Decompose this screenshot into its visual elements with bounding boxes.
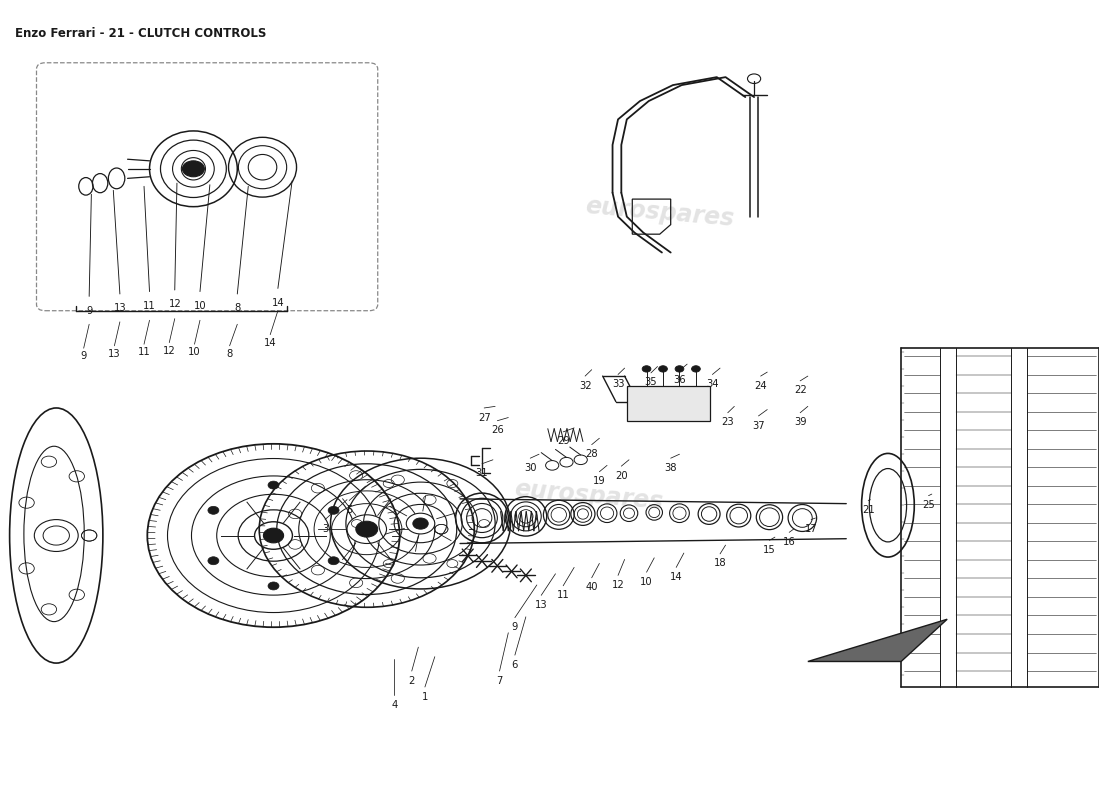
Text: 19: 19 [593,476,606,486]
Text: 17: 17 [805,524,817,534]
Circle shape [692,366,701,372]
Text: 7: 7 [496,676,503,686]
Text: 27: 27 [477,413,491,422]
Text: 15: 15 [763,545,776,555]
Text: 13: 13 [108,349,121,358]
Circle shape [328,506,339,514]
Circle shape [208,506,219,514]
Text: 36: 36 [673,375,685,385]
Text: 18: 18 [714,558,726,569]
Text: 31: 31 [475,468,488,478]
Text: 34: 34 [706,379,718,389]
Text: 35: 35 [645,378,658,387]
Text: 10: 10 [194,301,207,311]
Text: 30: 30 [524,462,537,473]
Circle shape [355,521,377,537]
Circle shape [659,366,668,372]
Text: 14: 14 [272,298,284,308]
Circle shape [406,514,434,534]
Text: 5: 5 [346,505,352,515]
Circle shape [412,518,428,529]
Text: 21: 21 [861,505,875,515]
Text: eurospares: eurospares [584,194,735,231]
Circle shape [328,557,339,565]
FancyBboxPatch shape [36,62,377,310]
Text: 12: 12 [612,580,625,590]
Circle shape [675,366,684,372]
Circle shape [208,557,219,565]
Text: 33: 33 [612,379,625,389]
Text: 11: 11 [138,347,151,357]
Text: 24: 24 [755,381,767,390]
Circle shape [254,522,293,550]
Text: 11: 11 [557,590,570,600]
Text: 3: 3 [322,524,328,534]
Text: eurospares: eurospares [140,190,292,235]
Text: 22: 22 [794,386,806,395]
Circle shape [642,366,651,372]
Text: 13: 13 [535,600,548,610]
Text: 25: 25 [922,500,935,510]
Text: 1: 1 [421,691,428,702]
Circle shape [183,161,205,177]
Text: Enzo Ferrari - 21 - CLUTCH CONTROLS: Enzo Ferrari - 21 - CLUTCH CONTROLS [14,27,266,40]
Text: 9: 9 [80,351,87,361]
Text: 26: 26 [491,426,504,435]
Text: 20: 20 [615,470,628,481]
Text: eurospares: eurospares [513,477,664,514]
Text: 14: 14 [670,572,682,582]
Text: 8: 8 [234,303,241,314]
Circle shape [263,528,284,543]
Text: 16: 16 [783,537,795,547]
Circle shape [268,481,279,489]
Text: 10: 10 [188,347,201,357]
Text: 39: 39 [794,418,806,427]
Text: 32: 32 [579,381,592,390]
Circle shape [346,515,386,543]
Text: 9: 9 [86,306,92,316]
Bar [627,386,711,421]
Text: 6: 6 [512,660,518,670]
Text: 29: 29 [557,437,570,446]
Text: 9: 9 [512,622,518,632]
Text: 40: 40 [585,582,598,592]
Text: 12: 12 [163,346,176,355]
Text: 37: 37 [752,421,764,430]
Text: 4: 4 [392,699,397,710]
Text: 23: 23 [722,418,734,427]
Text: 14: 14 [264,338,276,347]
Text: 13: 13 [113,303,127,314]
Circle shape [268,582,279,590]
Text: 2: 2 [408,676,415,686]
Text: 28: 28 [585,450,598,459]
Text: 8: 8 [227,349,233,358]
Text: 11: 11 [143,301,156,311]
Text: 38: 38 [664,462,676,473]
Text: 10: 10 [640,577,653,586]
Text: 12: 12 [168,299,182,310]
Polygon shape [807,619,947,662]
